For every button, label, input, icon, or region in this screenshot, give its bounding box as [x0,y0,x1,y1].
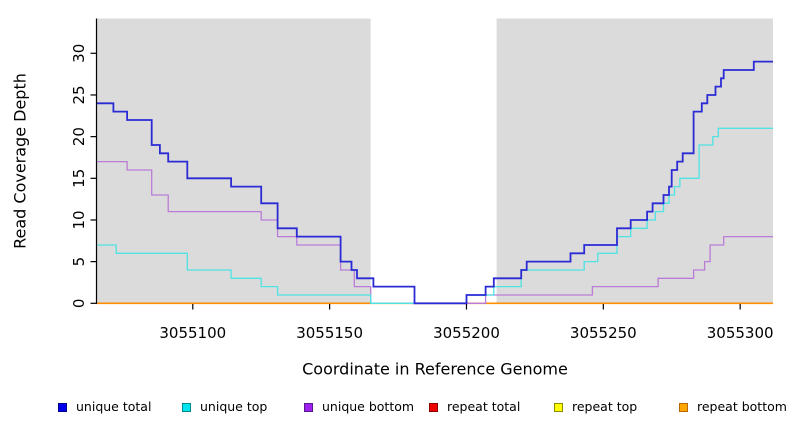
x-tick-label: 3055300 [707,324,774,342]
x-tick-label: 3055150 [296,324,363,342]
legend-label: repeat bottom [697,399,787,414]
legend-entry-unique-total: unique total [58,399,151,415]
legend-entry-repeat-bottom: repeat bottom [679,399,787,415]
unique-total-swatch-icon [58,402,67,412]
coverage-step-chart: 0 5 10 15 20 25 30 3055100 3055150 3055200 3055250… [70,18,774,342]
legend-label: unique total [76,399,152,414]
legend-label: repeat top [572,399,638,414]
x-axis-label: Coordinate in Reference Genome [302,359,568,379]
y-tick-label: 5 [70,257,88,267]
y-tick-label: 20 [70,127,88,146]
legend-entry-unique-bottom: unique bottom [304,399,414,415]
series-unique-bottom-line [97,160,773,304]
x-tick-label: 3055200 [433,324,500,342]
series-unique-total-line [97,60,773,305]
y-tick-label: 30 [70,44,88,63]
repeat-bottom-swatch-icon [679,402,688,412]
y-tick-label: 25 [70,85,88,104]
x-tick-label: 3055250 [570,324,637,342]
panel-shade-left [97,18,371,304]
legend-label: unique bottom [322,399,415,414]
x-tick-label: 3055100 [159,324,226,342]
legend-entry-repeat-top: repeat top [554,399,637,415]
y-tick-label: 10 [70,210,88,229]
unique-bottom-swatch-icon [304,402,313,412]
legend-label: unique top [200,399,268,414]
chart-legend: unique total unique top unique bottom re… [0,399,792,419]
repeat-top-swatch-icon [554,402,563,412]
repeat-total-swatch-icon [429,402,438,412]
y-tick-label: 15 [70,169,88,188]
legend-entry-repeat-total: repeat total [429,399,520,415]
unique-top-swatch-icon [182,402,191,412]
series-unique-top-line [97,127,773,304]
panel-shade-right [496,18,773,304]
legend-entry-unique-top: unique top [182,399,267,415]
y-axis-label: Read Coverage Depth [10,73,30,249]
y-tick-label: 0 [70,299,88,309]
legend-label: repeat total [447,399,521,414]
